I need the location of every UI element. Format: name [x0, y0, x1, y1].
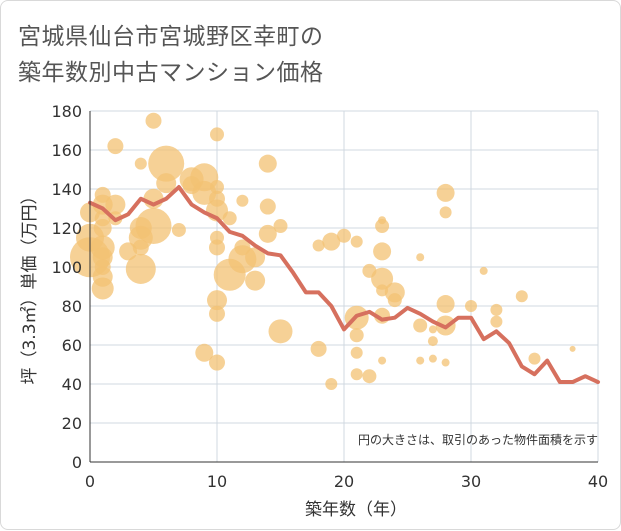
bubble-point	[528, 352, 541, 365]
bubble-point	[91, 277, 114, 300]
bubble-point	[105, 194, 126, 215]
bubble-point	[107, 138, 124, 155]
bubble-point	[210, 127, 224, 142]
axes: 0 10 20 30 40 0 20 40 60 80 100 120 140 160 180	[51, 102, 608, 491]
bubble-point	[210, 180, 224, 195]
trend-line	[88, 185, 600, 385]
y-tick-label: 100	[51, 258, 82, 277]
bubble-point	[93, 219, 112, 237]
y-tick-label: 140	[51, 180, 82, 199]
bubble-point	[145, 112, 162, 129]
bubble-point	[350, 346, 363, 359]
y-tick-label: 80	[62, 297, 82, 316]
bubble-point	[362, 369, 377, 384]
bubble-point	[119, 242, 138, 261]
bubbles	[70, 112, 576, 390]
x-tick-label: 40	[588, 472, 608, 491]
bubble-point	[135, 208, 172, 245]
bubble-point	[209, 354, 225, 371]
bubble-point	[258, 224, 277, 243]
bubble-point	[428, 325, 437, 334]
bubble-point	[375, 219, 390, 234]
bubble-point	[416, 356, 425, 365]
bubble-point	[310, 340, 327, 357]
y-tick-label: 20	[62, 414, 82, 433]
bubble-point	[371, 267, 394, 290]
bubble-point	[515, 290, 528, 303]
bubble-point	[436, 295, 455, 314]
bubble-point	[156, 173, 177, 194]
bubble-point	[134, 157, 147, 170]
y-tick-label: 180	[51, 102, 82, 121]
bubble-point	[490, 303, 503, 316]
bubble-point	[350, 368, 363, 381]
y-tick-label: 60	[62, 336, 82, 355]
bubble-point	[569, 345, 576, 352]
x-tick-label: 30	[461, 472, 481, 491]
bubble-point	[439, 206, 452, 219]
bubble-point	[258, 154, 277, 173]
bubble-point	[273, 219, 288, 234]
bubble-point	[427, 336, 438, 347]
bubble-point	[132, 239, 149, 256]
y-tick-label: 0	[72, 453, 82, 472]
bubble-point	[148, 145, 185, 182]
y-axis-title: 坪（3.3㎡）単価（万円）	[20, 187, 40, 384]
x-tick-label: 20	[334, 472, 354, 491]
y-tick-label: 40	[62, 375, 82, 394]
x-axis-title: 築年数（年）	[305, 500, 407, 520]
bubble-point	[171, 222, 186, 237]
bubble-point	[209, 239, 225, 256]
bubble-point	[349, 328, 364, 343]
bubble-point	[465, 300, 477, 312]
bubble-point	[236, 194, 249, 207]
bubble-point	[245, 270, 266, 291]
bubble-point	[337, 228, 351, 243]
bubble-point	[209, 305, 225, 322]
x-tick-label: 10	[207, 472, 227, 491]
bubble-point	[378, 356, 387, 365]
bubble-point	[428, 354, 437, 363]
chart-title-line-1: 宮城県仙台市宮城野区幸町の	[18, 24, 324, 50]
bubble-point	[413, 318, 428, 333]
bubble-point	[268, 319, 293, 344]
bubble-point	[207, 290, 227, 311]
y-tick-label: 160	[51, 141, 82, 160]
y-tick-label: 120	[51, 219, 82, 238]
bubble-point	[222, 211, 237, 226]
bubble-point	[387, 293, 402, 308]
average-price-line	[88, 185, 600, 385]
bubble-point	[416, 253, 425, 262]
bubble-point	[325, 378, 338, 390]
bubble-point	[312, 239, 325, 252]
bubble-point	[245, 247, 266, 268]
bubble-point	[436, 183, 455, 202]
x-tick-label: 0	[85, 472, 95, 491]
bubble-point	[350, 235, 363, 248]
bubble-point	[490, 315, 503, 328]
bubble-point	[195, 343, 214, 362]
chart-title-line-2: 築年数別中古マンション価格	[18, 60, 324, 86]
bubble-point	[373, 242, 392, 261]
chart-annotation: 円の大きさは、取引のあった物件面積を示す	[358, 432, 598, 447]
bubble-point	[441, 358, 450, 367]
bubble-point	[322, 232, 341, 251]
bubble-point	[125, 253, 156, 284]
bubble-point	[479, 266, 488, 275]
bubble-point	[259, 198, 276, 215]
